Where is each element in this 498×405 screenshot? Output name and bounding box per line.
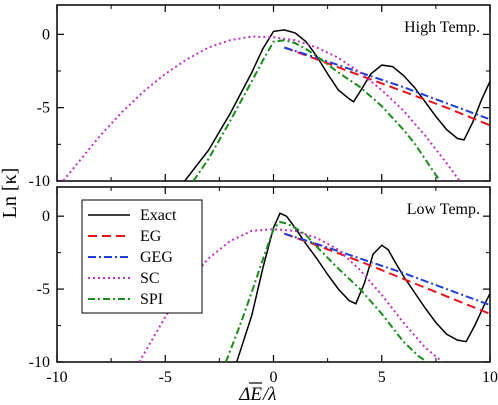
- x-tick-label: 10: [482, 369, 498, 386]
- series-geg-line: [283, 46, 490, 121]
- y-axis-label: Ln [κ]: [0, 168, 21, 219]
- x-tick-label: 5: [378, 369, 386, 386]
- y-tick-label: 0: [42, 208, 50, 225]
- x-tick-label: 0: [270, 369, 278, 386]
- top-panel: 0 -5 -10 High Temp.: [29, 4, 491, 190]
- legend-label-eg: EG: [140, 228, 162, 245]
- legend-label-geg: GEG: [140, 249, 173, 266]
- panel-annotation: High Temp.: [404, 19, 480, 36]
- series-sc-line: [61, 35, 461, 181]
- series-exact-line: [235, 212, 490, 362]
- series-spi-line: [192, 39, 442, 181]
- x-tick-label: -10: [46, 369, 67, 386]
- legend-label-sc: SC: [140, 270, 160, 287]
- series-eg-line: [283, 232, 490, 315]
- y-tick-label: -10: [29, 354, 50, 371]
- y-tick-label: -5: [37, 281, 50, 298]
- series-eg-line: [283, 46, 490, 127]
- x-axis-label-main: ΔE: [238, 384, 262, 405]
- bottom-panel: -10 -5 0 5 10 0 -5 -10 Low Temp. Exact EG GEG SC SPI: [29, 186, 498, 386]
- x-axis-label-suffix: /λ: [262, 384, 277, 405]
- y-tick-label: -10: [29, 173, 50, 190]
- legend: Exact EG GEG SC SPI: [81, 199, 203, 314]
- x-tick-label: -5: [159, 369, 172, 386]
- series-exact-line: [184, 29, 490, 181]
- panel-annotation: Low Temp.: [407, 201, 480, 218]
- legend-label-spi: SPI: [140, 291, 163, 308]
- series-spi-line: [224, 220, 428, 362]
- y-tick-label: 0: [42, 26, 50, 43]
- y-tick-label: -5: [37, 100, 50, 117]
- legend-box: [81, 199, 203, 314]
- legend-label-exact: Exact: [140, 207, 177, 224]
- series-sc-line: [138, 228, 444, 362]
- x-axis-label: ΔE /λ: [238, 382, 277, 405]
- series-geg-line: [284, 232, 490, 307]
